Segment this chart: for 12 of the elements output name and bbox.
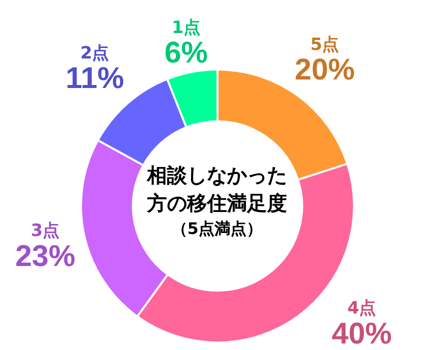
data-label: 23% xyxy=(15,240,76,273)
slice-label: 3点 xyxy=(30,220,60,241)
slice-label: 4点 xyxy=(347,298,376,318)
text: 相談しなかった方の移住満足度 xyxy=(146,162,288,217)
slice-label: 5点 xyxy=(310,34,340,55)
data-label: 20% xyxy=(294,54,355,87)
data-label: 11% xyxy=(66,62,124,96)
text: （5点満点） xyxy=(170,218,264,240)
data-label: 40% xyxy=(332,317,392,350)
slice-label: 1点 xyxy=(172,18,201,38)
slice-label: 2点 xyxy=(80,43,110,64)
data-label: 6% xyxy=(164,36,208,70)
